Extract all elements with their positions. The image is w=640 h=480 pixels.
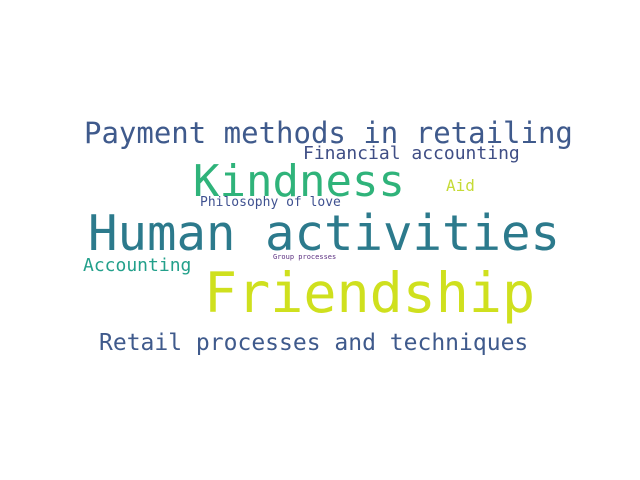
word-kindness: Kindness <box>193 156 405 207</box>
word-aid: Aid <box>446 176 475 195</box>
word-accounting: Accounting <box>83 255 192 276</box>
word-philosophy-of-love: Philosophy of love <box>200 195 341 210</box>
word-financial-accounting: Financial accounting <box>303 143 520 164</box>
word-group-processes: Group processes <box>273 253 337 261</box>
word-retail-processes: Retail processes and techniques <box>99 330 529 356</box>
word-human-activities: Human activities <box>88 205 561 262</box>
word-friendship: Friendship <box>204 261 536 325</box>
word-payment-methods: Payment methods in retailing <box>84 116 573 150</box>
